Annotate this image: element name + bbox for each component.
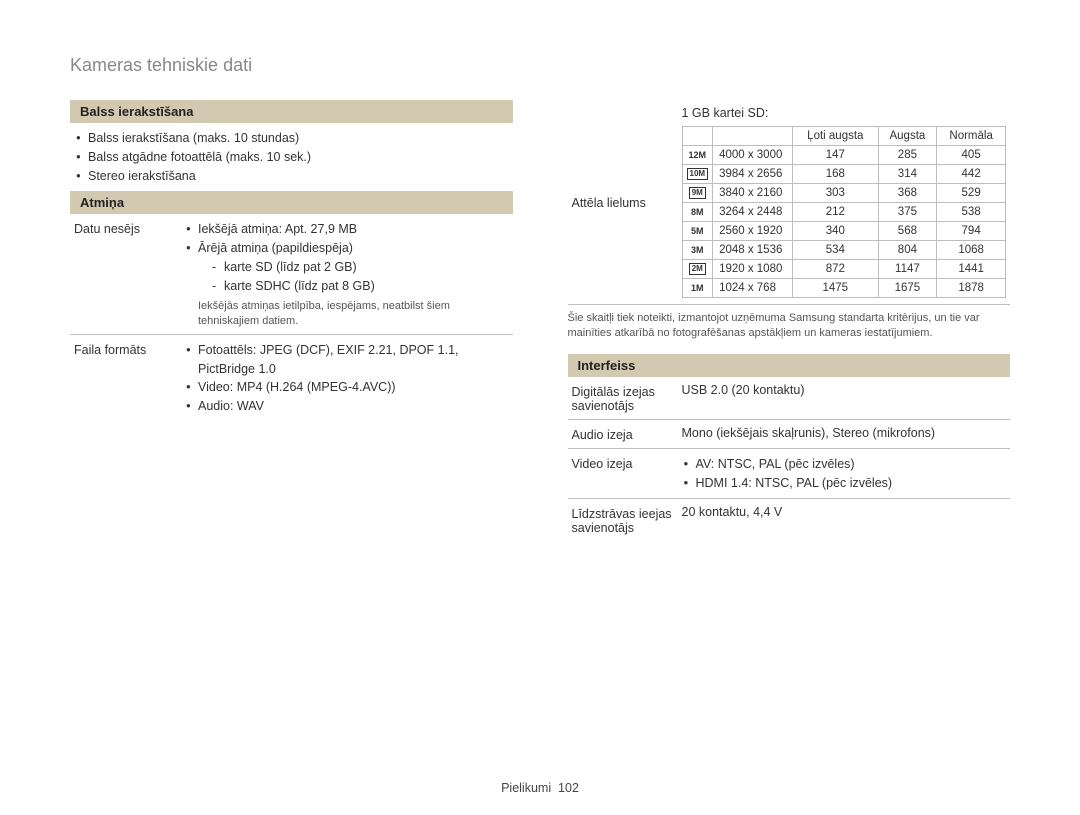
table-row: 12M 4000 x 3000147285405: [682, 146, 1006, 165]
resolution-icon: 3M: [691, 245, 704, 255]
col-very-high: Ļoti augsta: [793, 127, 878, 146]
capacity-value: 375: [878, 203, 937, 222]
interface-label: Līdzstrāvas ieejas savienotājs: [572, 505, 682, 535]
storage-internal: Iekšējā atmiņa: Apt. 27,9 MB: [184, 220, 509, 239]
interface-value: Mono (iekšējais skaļrunis), Stereo (mikr…: [682, 426, 1007, 440]
image-size-row: Attēla lielums 1 GB kartei SD: Ļoti augs…: [568, 100, 1011, 305]
table-row: 8M 3264 x 2448212375538: [682, 203, 1006, 222]
interface-list-item: AV: NTSC, PAL (pēc izvēles): [682, 455, 1007, 474]
storage-note: Iekšējās atmiņas ietilpība, iespējams, n…: [184, 299, 509, 328]
col-normal: Normāla: [937, 127, 1006, 146]
format-list: Fotoattēls: JPEG (DCF), EXIF 2.21, DPOF …: [184, 341, 509, 416]
interface-value: AV: NTSC, PAL (pēc izvēles)HDMI 1.4: NTS…: [682, 455, 1007, 493]
memory-section-header: Atmiņa: [70, 191, 513, 214]
voice-list: Balss ierakstīšana (maks. 10 stundas)Bal…: [74, 129, 311, 185]
interface-row: Audio izejaMono (iekšējais skaļrunis), S…: [568, 420, 1011, 449]
right-column: Attēla lielums 1 GB kartei SD: Ļoti augs…: [568, 100, 1011, 541]
voice-item: Stereo ierakstīšana: [74, 167, 311, 186]
interface-section-header: Interfeiss: [568, 354, 1011, 377]
storage-external-head-text: Ārējā atmiņa (papildiespēja): [198, 241, 353, 255]
capacity-value: 442: [937, 165, 1006, 184]
capacity-value: 212: [793, 203, 878, 222]
resolution-value: 3264 x 2448: [713, 203, 793, 222]
format-item: Fotoattēls: JPEG (DCF), EXIF 2.21, DPOF …: [184, 341, 509, 379]
capacity-value: 1878: [937, 279, 1006, 298]
storage-external-item: karte SD (līdz pat 2 GB): [212, 258, 509, 277]
capacity-value: 529: [937, 184, 1006, 203]
capacity-value: 340: [793, 222, 878, 241]
interface-label: Audio izeja: [572, 426, 682, 442]
footer-section: Pielikumi: [501, 781, 551, 795]
capacity-value: 534: [793, 241, 878, 260]
capacity-value: 1675: [878, 279, 937, 298]
table-row: 9M 3840 x 2160303368529: [682, 184, 1006, 203]
format-row: Faila formāts Fotoattēls: JPEG (DCF), EX…: [70, 335, 513, 422]
capacity-value: 147: [793, 146, 878, 165]
interface-value: 20 kontaktu, 4,4 V: [682, 505, 1007, 519]
resolution-value: 1920 x 1080: [713, 260, 793, 279]
storage-label: Datu nesējs: [74, 220, 184, 236]
voice-section-header: Balss ierakstīšana: [70, 100, 513, 123]
capacity-value: 168: [793, 165, 878, 184]
image-size-note: Šie skaitļi tiek noteikti, izmantojot uz…: [568, 311, 1011, 342]
resolution-icon: 1M: [691, 283, 704, 293]
resolution-value: 2560 x 1920: [713, 222, 793, 241]
resolution-icon: 2M: [689, 263, 706, 275]
table-row: 3M 2048 x 15365348041068: [682, 241, 1006, 260]
format-label: Faila formāts: [74, 341, 184, 357]
storage-external-list: karte SD (līdz pat 2 GB)karte SDHC (līdz…: [212, 258, 509, 296]
capacity-value: 1441: [937, 260, 1006, 279]
image-size-intro: 1 GB kartei SD:: [682, 106, 1007, 120]
interface-row: Digitālās izejas savienotājsUSB 2.0 (20 …: [568, 377, 1011, 420]
capacity-value: 538: [937, 203, 1006, 222]
format-item: Video: MP4 (H.264 (MPEG-4.AVC)): [184, 378, 509, 397]
capacity-value: 314: [878, 165, 937, 184]
resolution-value: 1024 x 768: [713, 279, 793, 298]
capacity-value: 1147: [878, 260, 937, 279]
table-row: 2M 1920 x 108087211471441: [682, 260, 1006, 279]
page-footer: Pielikumi 102: [0, 781, 1080, 795]
left-column: Balss ierakstīšana Balss ierakstīšana (m…: [70, 100, 513, 541]
resolution-value: 4000 x 3000: [713, 146, 793, 165]
image-size-table: Ļoti augsta Augsta Normāla 12M 4000 x 300…: [682, 126, 1007, 298]
resolution-icon: 5M: [691, 226, 704, 236]
resolution-icon: 9M: [689, 187, 706, 199]
capacity-value: 804: [878, 241, 937, 260]
storage-row: Datu nesējs Iekšējā atmiņa: Apt. 27,9 MB…: [70, 214, 513, 335]
capacity-value: 405: [937, 146, 1006, 165]
table-row: 1M 1024 x 768147516751878: [682, 279, 1006, 298]
interface-value: USB 2.0 (20 kontaktu): [682, 383, 1007, 397]
table-row: 10M 3984 x 2656168314442: [682, 165, 1006, 184]
page-title: Kameras tehniskie dati: [70, 55, 1010, 76]
capacity-value: 368: [878, 184, 937, 203]
resolution-icon: 8M: [691, 207, 704, 217]
resolution-value: 3984 x 2656: [713, 165, 793, 184]
capacity-value: 794: [937, 222, 1006, 241]
resolution-value: 3840 x 2160: [713, 184, 793, 203]
capacity-value: 1068: [937, 241, 1006, 260]
columns: Balss ierakstīšana Balss ierakstīšana (m…: [70, 100, 1010, 541]
resolution-icon: 12M: [689, 150, 707, 160]
capacity-value: 568: [878, 222, 937, 241]
storage-external-item: karte SDHC (līdz pat 8 GB): [212, 277, 509, 296]
resolution-value: 2048 x 1536: [713, 241, 793, 260]
voice-item: Balss atgādne fotoattēlā (maks. 10 sek.): [74, 148, 311, 167]
interface-label: Digitālās izejas savienotājs: [572, 383, 682, 413]
col-high: Augsta: [878, 127, 937, 146]
voice-item: Balss ierakstīšana (maks. 10 stundas): [74, 129, 311, 148]
image-size-label: Attēla lielums: [572, 194, 682, 210]
capacity-value: 872: [793, 260, 878, 279]
interface-list-item: HDMI 1.4: NTSC, PAL (pēc izvēles): [682, 474, 1007, 493]
interface-row: Video izejaAV: NTSC, PAL (pēc izvēles)HD…: [568, 449, 1011, 500]
format-item: Audio: WAV: [184, 397, 509, 416]
footer-page: 102: [558, 781, 579, 795]
table-row: 5M 2560 x 1920340568794: [682, 222, 1006, 241]
interface-label: Video izeja: [572, 455, 682, 471]
resolution-icon: 10M: [687, 168, 709, 180]
capacity-value: 1475: [793, 279, 878, 298]
capacity-value: 285: [878, 146, 937, 165]
interface-row: Līdzstrāvas ieejas savienotājs20 kontakt…: [568, 499, 1011, 541]
capacity-value: 303: [793, 184, 878, 203]
storage-external-head: Ārējā atmiņa (papildiespēja) karte SD (l…: [184, 239, 509, 295]
